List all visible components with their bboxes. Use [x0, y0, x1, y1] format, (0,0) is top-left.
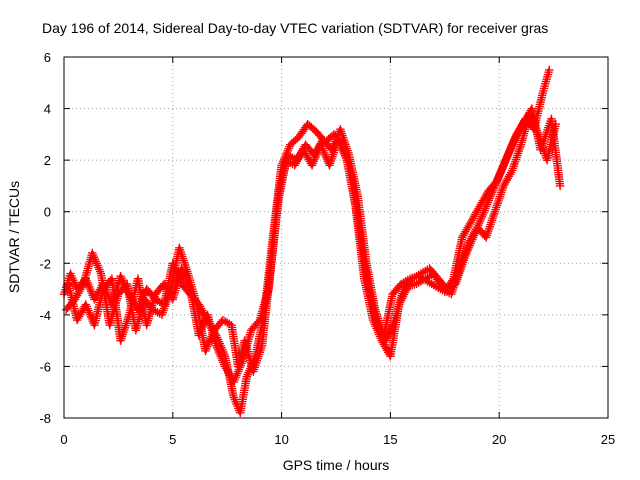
x-axis-label: GPS time / hours: [283, 457, 390, 473]
axis-ticks: 0 5 10 15 20 25 -8 -6 -4 -2 0 2 4 6: [39, 50, 615, 447]
series-track-c: [64, 109, 560, 387]
x-tick-label: 5: [169, 432, 176, 447]
x-tick-label: 10: [274, 432, 288, 447]
y-tick-label: 4: [44, 102, 51, 117]
series-track-b: [61, 104, 565, 376]
data-point: [545, 65, 554, 75]
x-tick-label: 0: [60, 432, 67, 447]
y-tick-label: 2: [44, 153, 51, 168]
y-tick-label: -2: [39, 256, 51, 271]
y-tick-label: -6: [39, 359, 51, 374]
data-markers: [59, 65, 565, 418]
data-point: [555, 181, 565, 191]
y-tick-label: 0: [44, 205, 51, 220]
plot-frame: [63, 56, 609, 419]
y-tick-label: -8: [39, 411, 51, 426]
series-track-a: [59, 65, 554, 418]
x-tick-label: 20: [492, 432, 506, 447]
chart-title: Day 196 of 2014, Sidereal Day-to-day VTE…: [42, 20, 548, 36]
y-tick-label: -4: [39, 308, 51, 323]
data-point: [551, 119, 560, 129]
y-axis-label: SDTVAR / TECUs: [6, 181, 22, 293]
grid: [64, 57, 608, 418]
x-tick-label: 25: [601, 432, 615, 447]
y-tick-label: 6: [44, 50, 51, 65]
x-tick-label: 15: [383, 432, 397, 447]
